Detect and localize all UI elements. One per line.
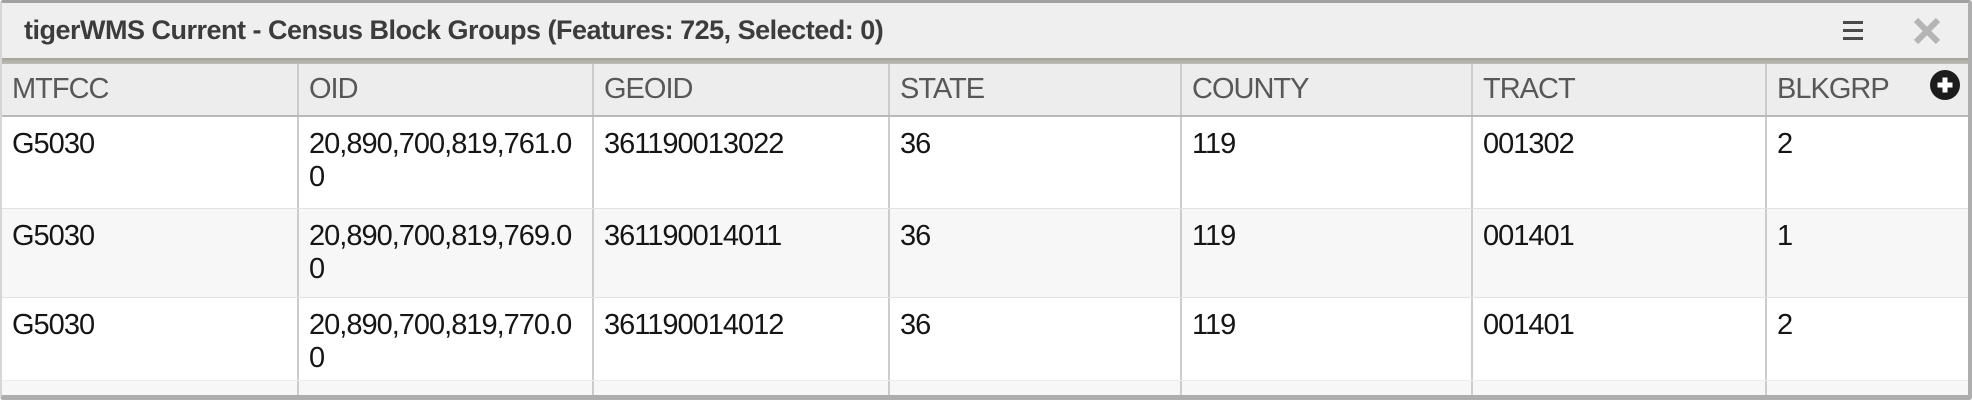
cell-blkgrp[interactable]: 2: [1777, 309, 1793, 341]
cell-mtfcc[interactable]: G5030: [2, 209, 299, 297]
cell-county[interactable]: 119: [1182, 117, 1473, 208]
cell-state[interactable]: 36: [890, 117, 1182, 208]
window-title: tigerWMS Current - Census Block Groups (…: [24, 15, 884, 45]
cell-empty: [594, 381, 890, 395]
titlebar: tigerWMS Current - Census Block Groups (…: [2, 3, 1968, 58]
cell-empty: [890, 381, 1182, 395]
cell-oid[interactable]: 20,890,700,819,761.00: [299, 117, 594, 208]
table-row-partial: [2, 381, 1968, 395]
column-header-blkgrp[interactable]: BLKGRP: [1777, 73, 1890, 105]
column-header-tract[interactable]: TRACT: [1473, 64, 1767, 115]
menu-button[interactable]: [1837, 3, 1869, 58]
cell-geoid[interactable]: 361190014011: [594, 209, 890, 297]
close-button[interactable]: [1910, 3, 1944, 58]
table-header-row: MTFCC OID GEOID STATE COUNTY TRACT BLKGR…: [2, 64, 1968, 117]
table-row[interactable]: G5030 20,890,700,819,769.00 361190014011…: [2, 209, 1968, 298]
cell-geoid[interactable]: 361190013022: [594, 117, 890, 208]
cell-empty: [299, 381, 594, 395]
cell-county[interactable]: 119: [1182, 298, 1473, 380]
plus-icon: [1937, 77, 1953, 93]
column-header-geoid[interactable]: GEOID: [594, 64, 890, 115]
cell-empty: [1767, 381, 1968, 395]
attribute-table: MTFCC OID GEOID STATE COUNTY TRACT BLKGR…: [2, 64, 1968, 395]
titlebar-separator: [2, 58, 1968, 64]
column-header-state[interactable]: STATE: [890, 64, 1182, 115]
cell-state[interactable]: 36: [890, 298, 1182, 380]
cell-tract[interactable]: 001401: [1473, 298, 1767, 380]
cell-oid[interactable]: 20,890,700,819,769.00: [299, 209, 594, 297]
cell-mtfcc[interactable]: G5030: [2, 117, 299, 208]
cell-tract[interactable]: 001401: [1473, 209, 1767, 297]
cell-tract[interactable]: 001302: [1473, 117, 1767, 208]
cell-empty: [2, 381, 299, 395]
cell-county[interactable]: 119: [1182, 209, 1473, 297]
cell-oid[interactable]: 20,890,700,819,770.00: [299, 298, 594, 380]
cell-empty: [1182, 381, 1473, 395]
column-header-mtfcc[interactable]: MTFCC: [2, 64, 299, 115]
cell-blkgrp[interactable]: 1: [1777, 220, 1793, 252]
cell-state[interactable]: 36: [890, 209, 1182, 297]
table-row[interactable]: G5030 20,890,700,819,770.00 361190014012…: [2, 298, 1968, 381]
table-row[interactable]: G5030 20,890,700,819,761.00 361190013022…: [2, 117, 1968, 209]
add-field-button[interactable]: [1930, 70, 1960, 100]
cell-empty: [1473, 381, 1767, 395]
close-icon: [1913, 17, 1941, 44]
cell-mtfcc[interactable]: G5030: [2, 298, 299, 380]
cell-blkgrp[interactable]: 2: [1777, 128, 1793, 160]
column-header-county[interactable]: COUNTY: [1182, 64, 1473, 115]
column-header-oid[interactable]: OID: [299, 64, 594, 115]
cell-geoid[interactable]: 361190014012: [594, 298, 890, 380]
hamburger-icon: [1843, 21, 1863, 40]
